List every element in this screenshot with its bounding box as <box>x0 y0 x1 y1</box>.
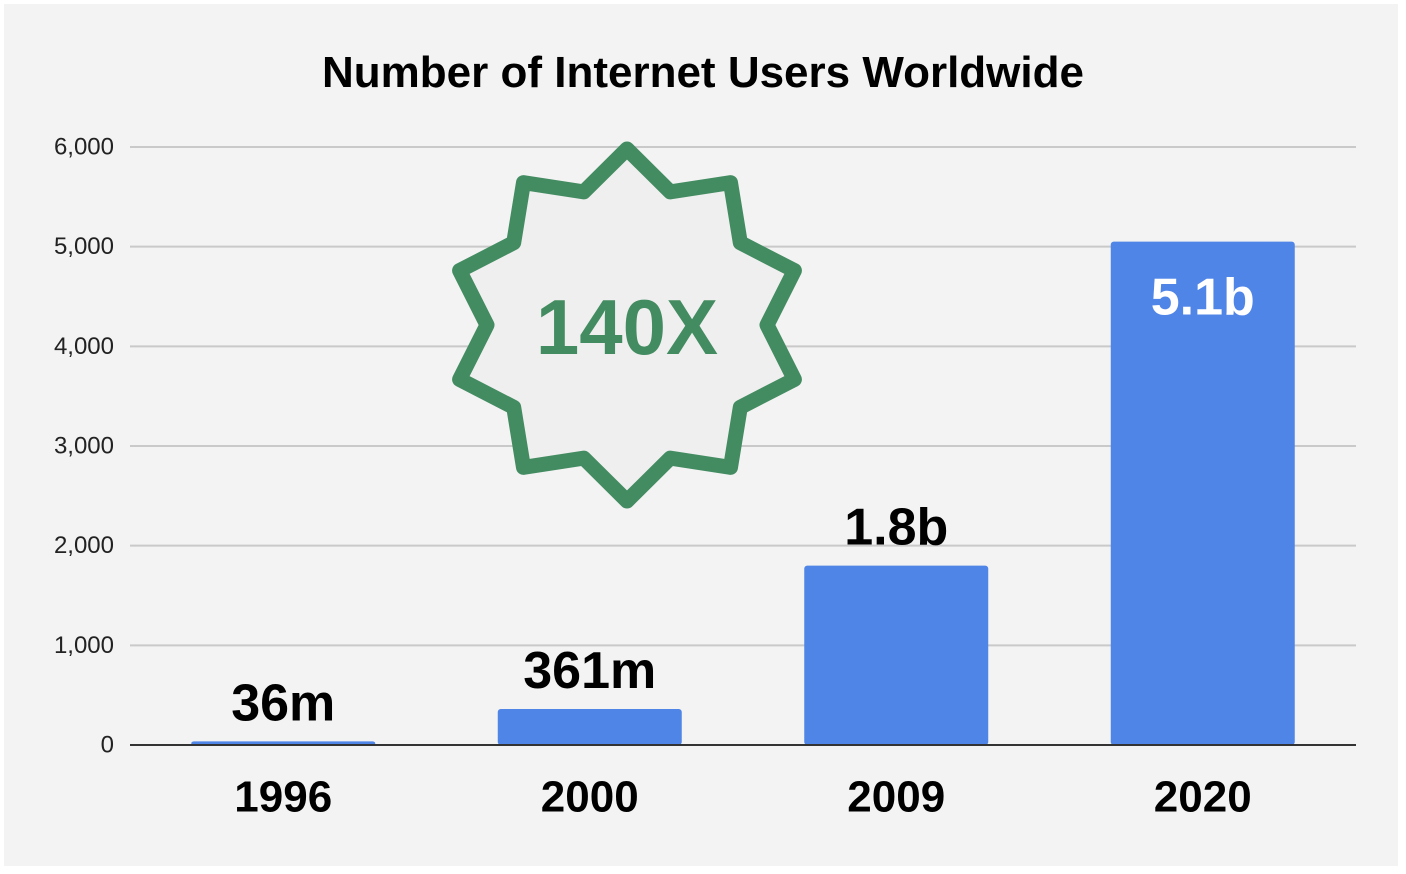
y-tick-label: 3,000 <box>54 433 114 460</box>
data-label: 361m <box>523 642 656 700</box>
bar-2000 <box>497 709 682 745</box>
x-tick-label: 2009 <box>847 773 945 822</box>
bars <box>191 241 1295 745</box>
x-tick-label: 2000 <box>541 773 639 822</box>
bar-2020 <box>1110 241 1295 745</box>
x-tick-label: 2020 <box>1154 773 1252 822</box>
y-tick-label: 2,000 <box>54 532 114 559</box>
y-tick-label: 0 <box>101 732 114 759</box>
bar-2009 <box>804 565 989 745</box>
data-label: 1.8b <box>844 499 948 557</box>
y-axis-ticks: 0 1,000 2,000 3,000 4,000 5,000 6,000 <box>54 134 114 759</box>
y-tick-label: 5,000 <box>54 233 114 260</box>
starburst-shape <box>452 141 802 509</box>
data-labels: 36m 361m 1.8b 5.1b <box>231 269 1255 733</box>
x-tick-label: 1996 <box>234 773 332 822</box>
starburst-badge: 140X <box>452 141 802 509</box>
chart-title: Number of Internet Users Worldwide <box>322 48 1084 97</box>
badge-annotation: 140X <box>536 283 718 371</box>
y-tick-label: 4,000 <box>54 333 114 360</box>
data-label: 5.1b <box>1151 269 1255 327</box>
data-label: 36m <box>231 674 335 732</box>
y-tick-label: 6,000 <box>54 134 114 161</box>
y-tick-label: 1,000 <box>54 632 114 659</box>
x-axis-ticks: 1996 2000 2009 2020 <box>234 773 1251 822</box>
